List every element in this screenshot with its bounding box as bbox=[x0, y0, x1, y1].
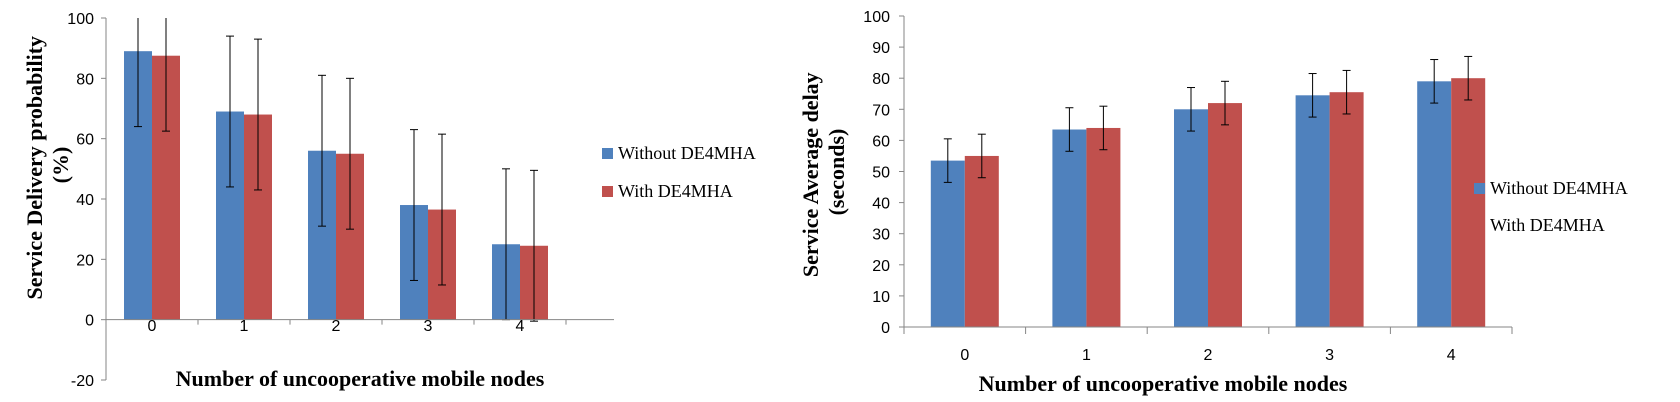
y-tick-label: 100 bbox=[67, 11, 94, 28]
y-tick-label: 20 bbox=[76, 252, 94, 269]
x-tick-label: 0 bbox=[148, 318, 157, 335]
x-tick-label: 4 bbox=[516, 318, 525, 335]
x-tick-label: 2 bbox=[332, 318, 341, 335]
chart2-legend-swatch-0 bbox=[1474, 183, 1485, 194]
chart2-y-axis-title-line1: Service Average delay bbox=[798, 72, 823, 277]
bar-with-de4mha-0 bbox=[964, 155, 999, 327]
x-tick-label: 3 bbox=[1325, 347, 1334, 364]
bar-with-de4mha-4 bbox=[1451, 78, 1486, 327]
x-tick-label: 1 bbox=[1082, 347, 1091, 364]
bar-with-de4mha-1 bbox=[1086, 127, 1121, 328]
y-tick-label: 100 bbox=[863, 9, 890, 26]
chart1-y-axis-title: Service Delivery probability (%) bbox=[22, 30, 73, 299]
chart-average-delay: 0 10 20 30 40 50 60 70 80 90 100 0 1 2 3 4 Number of u… bbox=[798, 9, 1628, 396]
y-tick-label: 80 bbox=[76, 71, 94, 88]
chart1-legend: Without DE4MHA With DE4MHA bbox=[602, 143, 756, 201]
bar-without-de4mha-2 bbox=[1174, 109, 1208, 327]
chart2-legend-label-1: With DE4MHA bbox=[1490, 215, 1605, 235]
y-tick-label: 20 bbox=[872, 258, 890, 275]
y-tick-label: 0 bbox=[85, 313, 94, 330]
chart2-legend: Without DE4MHA With DE4MHA bbox=[1474, 178, 1628, 235]
x-tick-label: 4 bbox=[1447, 347, 1456, 364]
bar-without-de4mha-4 bbox=[1417, 81, 1452, 327]
bar-with-de4mha-3 bbox=[1329, 92, 1364, 327]
chart1-legend-label-0: Without DE4MHA bbox=[618, 143, 756, 163]
bar-without-de4mha-3 bbox=[1295, 95, 1330, 328]
chart2-y-axis-title: Service Average delay (seconds) bbox=[798, 67, 849, 277]
y-tick-label: 30 bbox=[872, 227, 890, 244]
y-tick-label: -20 bbox=[71, 373, 94, 390]
chart1-legend-label-1: With DE4MHA bbox=[618, 181, 733, 201]
y-tick-label: 60 bbox=[872, 133, 890, 150]
y-tick-label: 40 bbox=[872, 196, 890, 213]
chart2-legend-label-0: Without DE4MHA bbox=[1490, 178, 1628, 198]
y-tick-label: 80 bbox=[872, 71, 890, 88]
y-tick-label: 70 bbox=[872, 102, 890, 119]
chart1-y-axis-title-line2: (%) bbox=[48, 147, 73, 184]
chart-delivery-probability: -20 0 20 40 60 80 100 0 1 2 3 4 Number of uncooper… bbox=[22, 11, 756, 391]
y-tick-label: 10 bbox=[872, 289, 890, 306]
x-tick-label: 0 bbox=[960, 347, 969, 364]
bar-without-de4mha-0 bbox=[930, 160, 965, 327]
bar-without-de4mha-1 bbox=[1052, 129, 1087, 327]
chart2-x-axis-title: Number of uncooperative mobile nodes bbox=[979, 371, 1348, 396]
x-tick-label: 1 bbox=[240, 318, 249, 335]
x-tick-label: 2 bbox=[1204, 347, 1213, 364]
bar-with-de4mha-2 bbox=[1208, 103, 1242, 327]
y-tick-label: 90 bbox=[872, 40, 890, 57]
chart1-legend-swatch-1 bbox=[602, 186, 613, 197]
chart2-y-axis-title-line2: (seconds) bbox=[824, 129, 849, 216]
y-tick-label: 60 bbox=[76, 132, 94, 149]
chart2-legend-swatch-1 bbox=[1474, 220, 1485, 231]
chart1-legend-swatch-0 bbox=[602, 148, 613, 159]
y-tick-label: 40 bbox=[76, 192, 94, 209]
chart1-y-axis-title-line1: Service Delivery probability bbox=[22, 36, 47, 300]
x-tick-label: 3 bbox=[424, 318, 433, 335]
y-tick-label: 50 bbox=[872, 165, 890, 182]
y-tick-label: 0 bbox=[881, 320, 890, 337]
chart1-x-axis-title: Number of uncooperative mobile nodes bbox=[176, 366, 545, 391]
